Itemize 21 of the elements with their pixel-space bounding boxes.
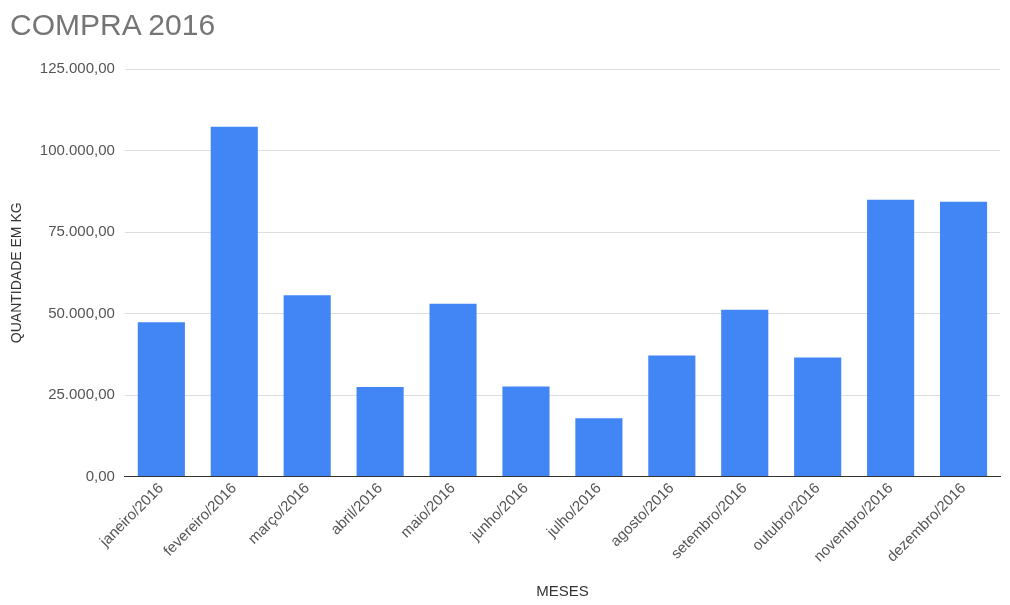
bar [939,201,988,477]
x-axis-title: MESES [536,582,589,600]
y-tick-label: 75.000,00 [48,222,115,240]
bar [502,386,550,477]
bar [356,386,404,477]
y-tick-label: 25.000,00 [48,385,115,403]
bar [210,126,258,477]
bar [648,355,696,477]
y-axis-title: QUANTIDADE EM KG [8,202,25,344]
bar [429,303,477,477]
y-tick-label: 50.000,00 [48,303,115,321]
bar [867,199,915,477]
bar [721,309,769,477]
y-tick-label: 100.000,00 [39,140,115,158]
bar [137,322,185,477]
bar [794,357,842,477]
y-tick-label: 0,00 [85,466,115,484]
bar [283,295,331,477]
bar [575,418,623,477]
y-tick-label: 125.000,00 [39,59,115,77]
chart-title: COMPRA 2016 [10,8,216,42]
